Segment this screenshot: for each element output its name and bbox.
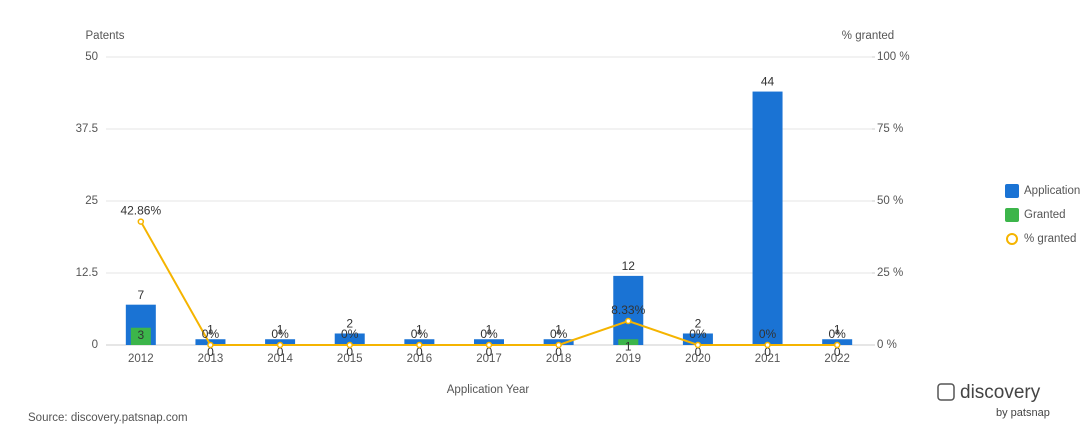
source: Source: discovery.patsnap.com bbox=[28, 412, 188, 424]
value-label: 42.86% bbox=[120, 204, 161, 218]
value-label: 3 bbox=[137, 328, 144, 342]
legend-marker bbox=[1005, 208, 1019, 222]
value-label: 0 bbox=[695, 345, 702, 359]
value-label: 1 bbox=[834, 322, 841, 336]
y2-tick-label: 50 % bbox=[877, 195, 903, 207]
point bbox=[276, 341, 284, 349]
x-tick-label: 2016 bbox=[407, 353, 433, 365]
value-label: 0% bbox=[550, 327, 568, 341]
y2-axis-title: % granted bbox=[842, 30, 894, 42]
x-tick-label: 2012 bbox=[128, 353, 154, 365]
bar bbox=[130, 327, 151, 345]
x-tick-label: 2021 bbox=[755, 353, 781, 365]
y-axis-title: Patents bbox=[86, 30, 125, 42]
value-label: 0% bbox=[759, 327, 777, 341]
x-tick-label: 2014 bbox=[267, 353, 293, 365]
point bbox=[346, 341, 353, 349]
bar bbox=[682, 333, 713, 345]
brand: discovery bbox=[960, 382, 1041, 403]
y-tick-label: 37.5 bbox=[76, 123, 98, 135]
value-label: 1 bbox=[486, 322, 493, 336]
bar bbox=[334, 333, 365, 345]
value-label: 0% bbox=[271, 327, 289, 341]
value-label: 0 bbox=[834, 345, 841, 359]
y-tick-label: 25 bbox=[85, 195, 98, 207]
legend-marker bbox=[1005, 184, 1019, 198]
legend-label: Application bbox=[1024, 185, 1080, 197]
value-label: 12 bbox=[622, 259, 636, 273]
point bbox=[694, 341, 702, 349]
x-tick-label: 2018 bbox=[546, 353, 572, 365]
value-label: 1 bbox=[625, 339, 632, 353]
legend-label: Granted bbox=[1024, 209, 1066, 221]
legend-marker bbox=[1006, 233, 1018, 245]
bar bbox=[618, 339, 639, 345]
value-label: 2 bbox=[695, 317, 702, 331]
value-label: 0 bbox=[764, 345, 771, 359]
value-label: 1 bbox=[416, 322, 423, 336]
value-label: 44 bbox=[761, 75, 775, 89]
value-label: 0 bbox=[555, 345, 562, 359]
logo-icon bbox=[937, 383, 955, 401]
y2-tick-label: 25 % bbox=[877, 267, 903, 279]
point bbox=[207, 341, 214, 349]
value-label: 0 bbox=[346, 345, 353, 359]
value-label: 1 bbox=[207, 322, 214, 336]
y2-tick-label: 75 % bbox=[877, 123, 903, 135]
brand-logo: discovery by patsnap bbox=[937, 382, 1050, 419]
x-tick-label: 2020 bbox=[685, 353, 711, 365]
value-label: 0 bbox=[486, 345, 493, 359]
value-label: 1 bbox=[277, 322, 284, 336]
value-label: 8.33% bbox=[611, 303, 645, 317]
value-label: 0% bbox=[202, 327, 220, 341]
x-tick-label: 2022 bbox=[824, 353, 850, 365]
point bbox=[833, 341, 841, 349]
value-label: 0% bbox=[341, 327, 359, 341]
value-label: 2 bbox=[346, 317, 353, 331]
point bbox=[625, 317, 632, 325]
point bbox=[485, 341, 493, 349]
point bbox=[416, 341, 423, 349]
point bbox=[555, 341, 562, 349]
bar bbox=[613, 275, 644, 345]
x-axis-title: Application Year bbox=[447, 384, 530, 396]
point bbox=[137, 218, 145, 225]
value-label: 0% bbox=[689, 327, 707, 341]
x-tick-label: 2013 bbox=[198, 353, 224, 365]
y-tick-label: 50 bbox=[85, 51, 98, 63]
value-label: 0% bbox=[829, 327, 847, 341]
value-label: 0 bbox=[207, 345, 214, 359]
y2-tick-label: 0 % bbox=[877, 339, 897, 351]
value-label: 0% bbox=[480, 327, 498, 341]
value-label: 0% bbox=[411, 327, 429, 341]
y-tick-label: 12.5 bbox=[76, 267, 98, 279]
value-label: 0 bbox=[277, 345, 284, 359]
legend-label: % granted bbox=[1024, 233, 1076, 245]
x-tick-label: 2019 bbox=[615, 353, 641, 365]
value-label: 7 bbox=[137, 288, 144, 302]
y2-tick-label: 100 % bbox=[877, 51, 910, 63]
y-tick-label: 0 bbox=[92, 339, 98, 351]
point bbox=[764, 341, 771, 349]
bar bbox=[752, 91, 783, 345]
x-tick-label: 2015 bbox=[337, 353, 363, 365]
brand-sub: by patsnap bbox=[996, 407, 1050, 419]
value-label: 0 bbox=[416, 345, 423, 359]
x-tick-label: 2017 bbox=[476, 353, 502, 365]
value-label: 1 bbox=[555, 322, 562, 336]
